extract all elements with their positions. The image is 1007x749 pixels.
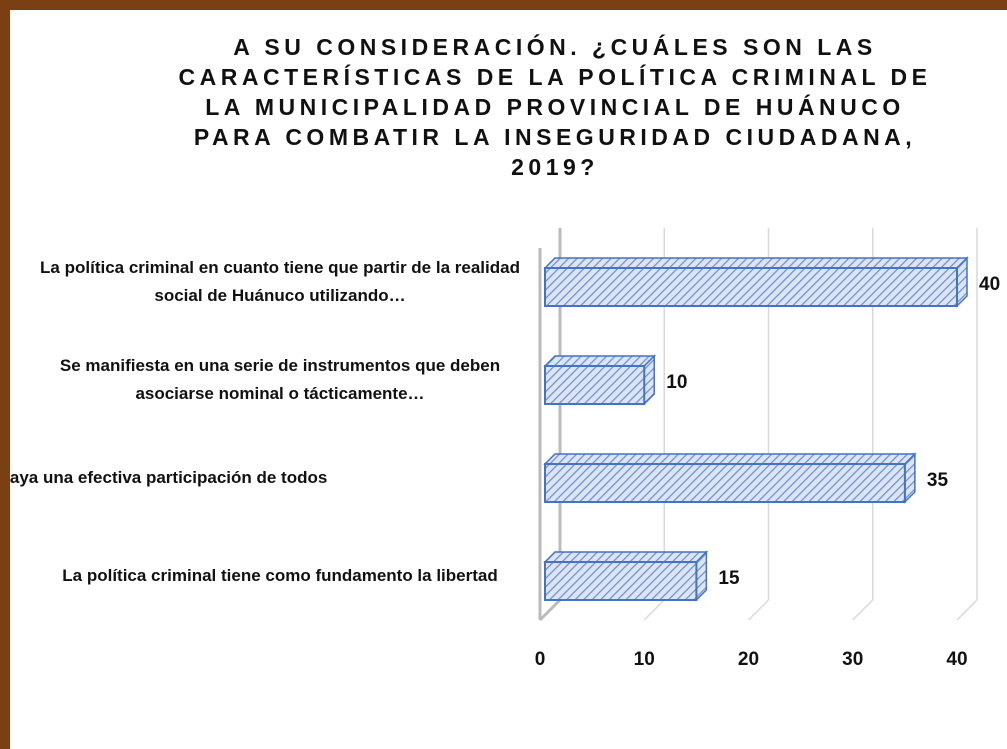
bar-top	[543, 551, 709, 563]
x-tick-label: 30	[842, 649, 863, 670]
data-label: 10	[666, 372, 687, 393]
category-label: La política criminal tiene como fundamen…	[62, 566, 498, 585]
data-label: 40	[979, 274, 1000, 295]
category-label: Se manifiesta en una serie de instrument…	[59, 356, 501, 403]
floor-line	[538, 598, 562, 622]
floor-line	[643, 599, 665, 621]
bar-top	[543, 355, 657, 367]
bar	[544, 561, 698, 601]
x-tick-label: 20	[738, 649, 759, 670]
x-tick-label: 10	[634, 649, 655, 670]
category-label: ge que haya una efectiva participación d…	[0, 468, 328, 487]
floor-line	[956, 599, 978, 621]
chart: 0 10 20 30 40 40 10 35 15	[535, 228, 1000, 670]
floor-line	[852, 599, 874, 621]
bar	[544, 463, 906, 503]
bar	[544, 267, 958, 307]
data-label: 35	[927, 470, 949, 491]
bar-top	[543, 257, 969, 269]
x-tick-label: 0	[535, 649, 546, 670]
x-tick-label: 40	[946, 649, 967, 670]
chart-title: A SU CONSIDERACIÓN. ¿CUÁLES SON LAS CARA…	[178, 34, 932, 180]
bar-top	[543, 453, 917, 465]
data-label: 15	[718, 568, 740, 589]
floor-line	[747, 599, 770, 621]
category-label: La política criminal en cuanto tiene que…	[40, 258, 520, 305]
bar	[544, 365, 646, 405]
